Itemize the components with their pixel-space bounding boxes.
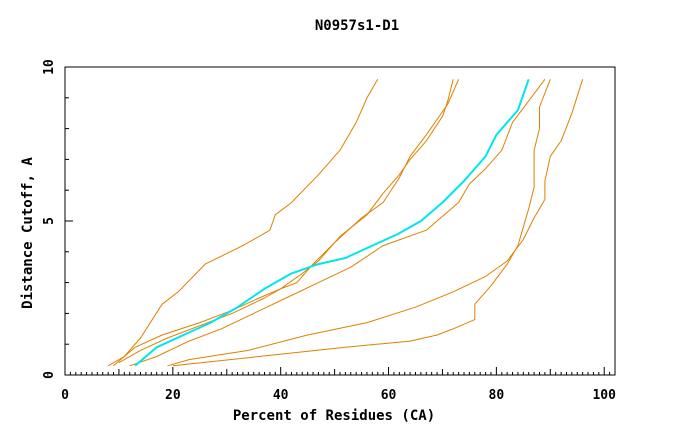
x-tick-label: 0 — [61, 388, 69, 403]
y-tick-label: 5 — [42, 217, 57, 225]
x-tick-label: 40 — [273, 388, 289, 403]
series-line-5 — [167, 79, 584, 367]
x-axis-label: Percent of Residues (CA) — [233, 408, 435, 424]
x-tick-label: 100 — [592, 388, 616, 403]
x-tick-label: 60 — [381, 388, 397, 403]
series-layer — [107, 78, 584, 367]
series-line-7 — [134, 78, 530, 367]
series-line-2 — [113, 79, 460, 367]
series-line-3 — [118, 79, 454, 364]
x-tick-label: 80 — [489, 388, 505, 403]
y-tick-label: 10 — [42, 59, 57, 75]
y-tick-label: 0 — [42, 371, 57, 379]
y-axis-label: Distance Cutoff, A — [20, 157, 36, 309]
series-line-4 — [129, 79, 546, 367]
series-line-1 — [107, 79, 379, 367]
x-tick-label: 20 — [165, 388, 181, 403]
axis-layer: 0 20 40 60 80 100 0 5 10 — [42, 59, 616, 403]
series-line-6 — [172, 79, 551, 367]
chart-title: N0957s1-D1 — [315, 18, 399, 34]
